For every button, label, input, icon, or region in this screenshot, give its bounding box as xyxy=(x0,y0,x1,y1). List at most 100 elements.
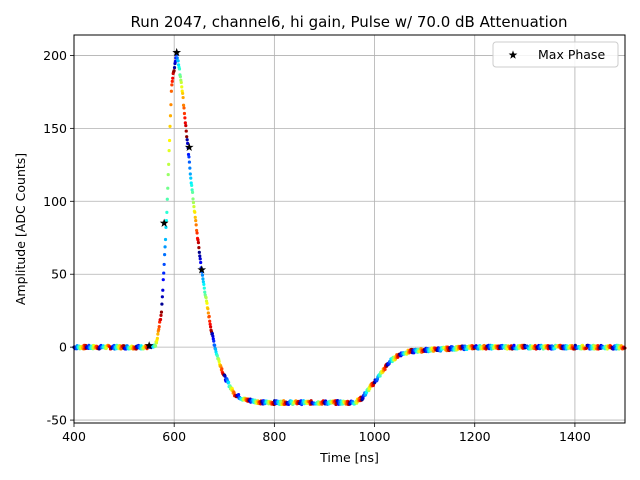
pulse-point xyxy=(201,277,205,281)
pulse-point xyxy=(186,141,190,145)
pulse-point xyxy=(188,172,192,176)
x-axis-label: Time [ns] xyxy=(319,450,379,465)
pulse-point xyxy=(176,63,181,67)
y-tick-label: 0 xyxy=(59,340,67,355)
pulse-point xyxy=(186,152,191,157)
pulse-point xyxy=(220,367,224,371)
pulse-point xyxy=(168,114,173,118)
pulse-point xyxy=(164,225,168,229)
y-tick-label: 50 xyxy=(51,267,67,282)
x-tick-label: 800 xyxy=(262,429,286,444)
pulse-point xyxy=(165,210,169,214)
pulse-point xyxy=(202,282,206,286)
max-phase-star xyxy=(159,218,169,227)
pulse-point xyxy=(209,325,213,329)
pulse-point xyxy=(170,79,174,83)
pulse-point xyxy=(183,116,187,120)
pulse-point xyxy=(167,149,171,153)
pulse-point xyxy=(154,344,158,348)
pulse-point xyxy=(190,188,194,192)
pulse-point xyxy=(203,290,207,294)
pulse-point xyxy=(181,95,185,100)
pulse-point xyxy=(236,393,241,397)
legend: Max Phase xyxy=(492,41,619,68)
pulse-point xyxy=(160,295,164,299)
x-ticks: 400 600 800 1000 1200 1400 xyxy=(62,423,591,444)
pulse-point xyxy=(215,354,219,358)
pulse-point xyxy=(195,231,199,235)
max-phase-star xyxy=(184,142,194,152)
pulse-point xyxy=(198,257,202,261)
pulse-point xyxy=(205,301,209,305)
pulse-point xyxy=(161,278,165,282)
pulse-point xyxy=(159,310,164,314)
pulse-point xyxy=(193,210,197,214)
pulse-point xyxy=(156,332,160,336)
x-tick-label: 1400 xyxy=(559,429,591,444)
pulse-point xyxy=(207,314,211,319)
pulse-point xyxy=(213,343,217,347)
pulse-point xyxy=(191,200,196,205)
pulse-point xyxy=(202,286,206,290)
pulse-point xyxy=(191,197,195,201)
pulse-point xyxy=(184,129,188,133)
pulse-point xyxy=(368,387,372,391)
pulse-point xyxy=(169,103,173,107)
pulse-point xyxy=(155,336,159,340)
pulse-point xyxy=(187,155,191,159)
pulse-point xyxy=(157,327,161,331)
pulse-point xyxy=(157,325,161,329)
max-phase-star xyxy=(197,265,207,274)
pulse-point xyxy=(194,223,198,227)
pulse-point xyxy=(512,343,516,347)
pulse-point xyxy=(190,190,195,194)
pulse-point xyxy=(163,253,167,257)
pulse-point xyxy=(162,262,166,267)
max-phase-markers xyxy=(144,47,207,350)
x-tick-label: 600 xyxy=(162,429,186,444)
pulse-point xyxy=(176,59,180,63)
y-tick-label: 200 xyxy=(43,48,67,63)
pulse-point xyxy=(189,176,193,180)
y-tick-label: -50 xyxy=(47,413,67,428)
pulse-point xyxy=(181,103,186,107)
pulse-point xyxy=(194,219,198,223)
pulse-point xyxy=(179,80,183,85)
pulse-point xyxy=(158,317,163,322)
pulse-point xyxy=(185,138,189,142)
pulse-point xyxy=(206,311,210,315)
legend-star xyxy=(508,50,518,59)
pulse-point xyxy=(185,135,189,139)
pulse-point xyxy=(210,332,214,336)
pulse-point xyxy=(193,215,197,219)
y-tick-label: 100 xyxy=(43,194,67,209)
x-tick-label: 400 xyxy=(62,429,86,444)
pulse-point xyxy=(200,273,205,277)
pulse-point xyxy=(196,240,201,245)
pulse-point xyxy=(175,56,179,60)
pulse-point xyxy=(169,89,173,93)
pulse-point xyxy=(165,197,169,201)
pulse-point xyxy=(206,307,210,311)
pulse-point xyxy=(161,288,165,292)
pulse-point xyxy=(182,106,186,110)
pulse-point xyxy=(211,334,215,338)
pulse-point xyxy=(227,380,231,384)
pulse-point xyxy=(182,111,187,116)
pulse-point xyxy=(172,65,177,70)
pulse-point xyxy=(190,183,194,187)
pulse-point xyxy=(232,391,236,395)
max-phase-star xyxy=(172,47,182,57)
plot-frame xyxy=(73,34,626,424)
pulse-point xyxy=(184,123,188,128)
pulse-point xyxy=(213,347,218,351)
legend-box xyxy=(492,41,619,68)
pulse-point xyxy=(383,367,387,371)
pulse-point xyxy=(187,160,192,164)
y-ticks: -50 0 50 100 150 200 xyxy=(43,48,74,428)
pulse-points xyxy=(72,52,627,407)
pulse-point xyxy=(192,205,196,209)
pulse-point xyxy=(188,166,192,170)
pulse-point xyxy=(378,374,382,378)
